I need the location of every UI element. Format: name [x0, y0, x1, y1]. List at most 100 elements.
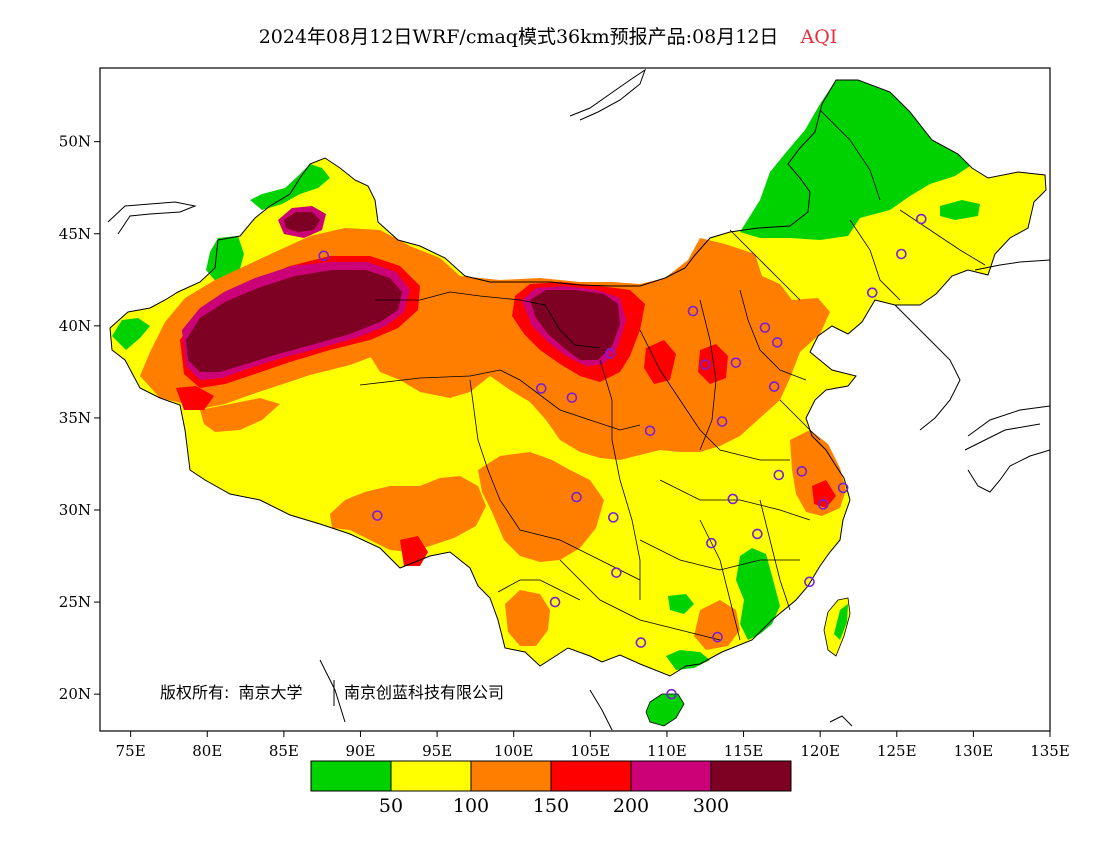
longitude-axis: 75E 80E 85E 90E 95E 100E 105E 110E 115E 120E 125E 1…: [116, 731, 1070, 760]
station-markers: [318, 213, 927, 700]
lon-tick-label: 90E: [345, 742, 375, 760]
lon-tick-label: 80E: [192, 742, 222, 760]
aqi-region-red-shanxi: [698, 344, 728, 384]
station-marker: [771, 337, 783, 348]
aqi-legend: 50 100 150 200 300: [310, 760, 792, 817]
lon-tick-label: 115E: [724, 742, 764, 760]
station-marker: [837, 482, 849, 494]
lon-tick-label: 95E: [422, 742, 452, 760]
map-title-main: 2024年08月12日WRF/cmaq模式36km预报产品:08月12日: [259, 26, 779, 48]
lon-tick-label: 135E: [1030, 742, 1070, 760]
station-marker: [804, 576, 815, 588]
lat-tick-label: 25N: [59, 593, 91, 611]
lon-tick-label: 125E: [877, 742, 917, 760]
aqi-region-red-shanghai: [812, 480, 836, 508]
station-marker: [730, 357, 742, 368]
station-marker: [716, 416, 728, 427]
station-marker: [571, 491, 582, 503]
station-marker: [915, 213, 927, 225]
aqi-region-green-guangdong: [666, 650, 710, 670]
station-marker: [768, 381, 780, 392]
lon-tick-label: 100E: [494, 742, 534, 760]
other-coastlines: [107, 68, 1050, 731]
map-title-variable: AQI: [799, 26, 837, 48]
station-marker: [699, 359, 711, 370]
station-marker: [896, 248, 907, 260]
legend-swatch: [310, 760, 392, 792]
aqi-region-green-xinjiang-north: [250, 164, 330, 210]
station-marker: [773, 469, 785, 481]
province-boundaries: [359, 109, 986, 641]
aqi-region-maroon-badain: [530, 290, 620, 360]
lat-tick-label: 40N: [59, 317, 91, 335]
map-title: 2024年08月12日WRF/cmaq模式36km预报产品:08月12日 AQI: [259, 26, 838, 48]
legend-label: 200: [613, 795, 649, 817]
station-marker: [635, 637, 647, 648]
station-marker: [759, 322, 771, 333]
lat-tick-label: 35N: [59, 409, 91, 427]
station-marker: [687, 305, 699, 317]
station-marker: [727, 493, 739, 505]
station-marker: [372, 510, 383, 521]
lat-tick-label: 45N: [59, 225, 91, 243]
station-marker: [666, 688, 677, 700]
station-marker: [566, 392, 578, 403]
legend-swatch: [710, 760, 792, 792]
station-marker: [817, 499, 829, 510]
aqi-region-green-jilin: [940, 200, 980, 220]
lat-tick-label: 30N: [59, 501, 91, 519]
aqi-region-orange-south: [694, 600, 740, 650]
lat-tick-label: 20N: [59, 685, 91, 703]
copyright-org1: 南京大学: [239, 683, 303, 702]
aqi-region-orange-sichuan: [478, 452, 604, 562]
lon-tick-label: 130E: [954, 742, 994, 760]
lon-tick-label: 105E: [571, 742, 611, 760]
lon-tick-label: 75E: [116, 742, 146, 760]
copyright-prefix: 版权所有:: [160, 683, 229, 702]
aqi-region-red-shaanxi: [644, 340, 676, 384]
station-marker: [706, 537, 717, 549]
copyright-text: 版权所有: 南京大学: [160, 683, 303, 702]
lon-tick-label: 110E: [647, 742, 687, 760]
legend-swatch: [390, 760, 472, 792]
lon-tick-label: 120E: [800, 742, 840, 760]
station-marker: [644, 425, 656, 437]
aqi-region-red-tarim-west: [176, 386, 214, 410]
aqi-region-red-tibet: [400, 536, 428, 566]
station-marker: [712, 631, 723, 643]
station-marker: [318, 250, 330, 262]
station-marker: [608, 512, 619, 523]
station-marker: [604, 348, 616, 359]
aqi-region-orange-xinjiang-south: [200, 398, 280, 432]
aqi-region-orange-tibet-south: [330, 476, 486, 552]
station-marker: [866, 287, 878, 298]
legend-label: 150: [533, 795, 569, 817]
latitude-axis: 20N 25N 30N 35N 40N 45N 50N: [59, 133, 100, 703]
lat-tick-label: 50N: [59, 133, 91, 151]
aqi-region-maroon-junggar: [284, 212, 320, 232]
lon-tick-label: 85E: [269, 742, 299, 760]
station-marker: [611, 567, 622, 578]
station-marker: [535, 383, 547, 394]
map-plot-area: 版权所有: 南京大学 南京创蓝科技有限公司: [100, 68, 1050, 731]
legend-label: 100: [453, 795, 489, 817]
legend-label: 300: [693, 795, 729, 817]
map-frame: [99, 67, 1051, 732]
aqi-region-taiwan-east: [834, 604, 848, 640]
legend-swatch: [630, 760, 712, 792]
legend-swatch: [550, 760, 632, 792]
station-marker: [752, 528, 763, 540]
copyright-org2: 南京创蓝科技有限公司: [344, 683, 504, 702]
station-marker: [549, 596, 561, 608]
aqi-region-green-kashgar: [112, 318, 150, 350]
legend-label: 50: [379, 795, 403, 817]
aqi-region-orange-yunnan: [505, 590, 550, 646]
aqi-region-maroon-tarim: [186, 270, 402, 372]
station-marker: [796, 466, 808, 477]
china-outline: [109, 79, 1047, 677]
aqi-region-green-guangxi: [668, 594, 694, 614]
aqi-region-green-jiangxi: [736, 548, 780, 640]
legend-swatch: [470, 760, 552, 792]
aqi-region-green-northeast: [740, 80, 970, 240]
